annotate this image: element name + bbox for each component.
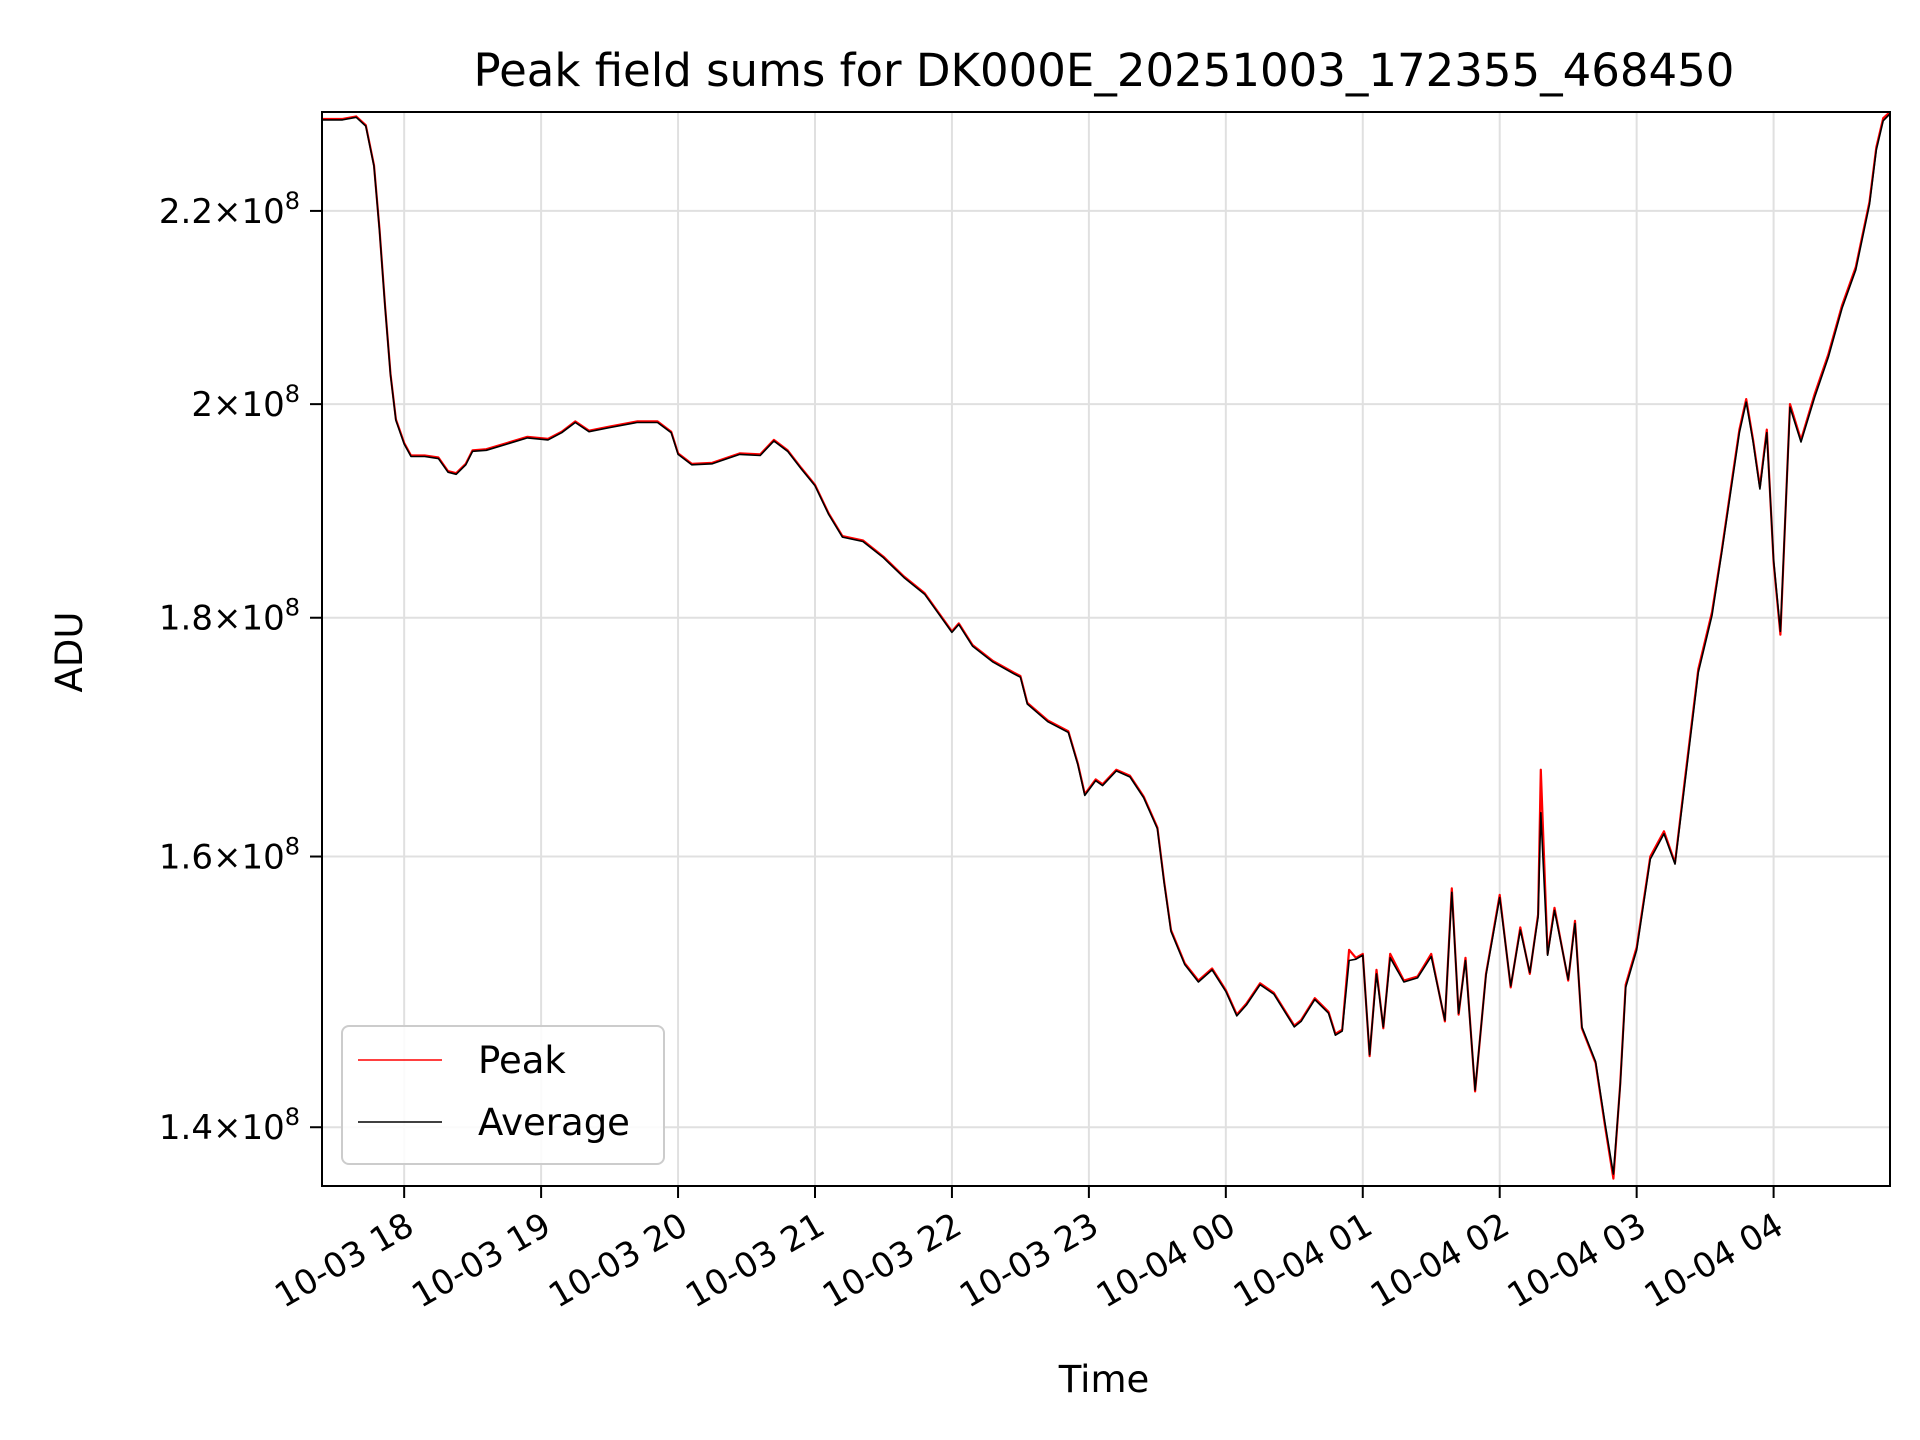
series-layer (322, 112, 1890, 1180)
legend-label-average: Average (478, 1101, 630, 1144)
x-axis-label: Time (1058, 1358, 1150, 1401)
y-tick-label: 2×108 (191, 380, 300, 425)
chart-title: Peak field sums for DK000E_20251003_1723… (474, 44, 1735, 97)
legend: Peak Average (341, 1025, 665, 1165)
plot-frame (321, 111, 1891, 1187)
legend-label-peak: Peak (478, 1039, 566, 1082)
y-axis-label: ADU (48, 612, 91, 693)
series-line-average (322, 113, 1890, 1175)
y-tick-label: 1.8×108 (159, 594, 300, 639)
y-tick-label: 1.6×108 (159, 833, 300, 878)
y-axis: 1.4×108 1.6×108 1.8×108 2×108 2.2×108 (159, 187, 322, 1148)
y-tick-label: 2.2×108 (159, 187, 300, 232)
y-tick-label: 1.4×108 (159, 1103, 300, 1148)
grid-lines (322, 112, 1890, 1186)
